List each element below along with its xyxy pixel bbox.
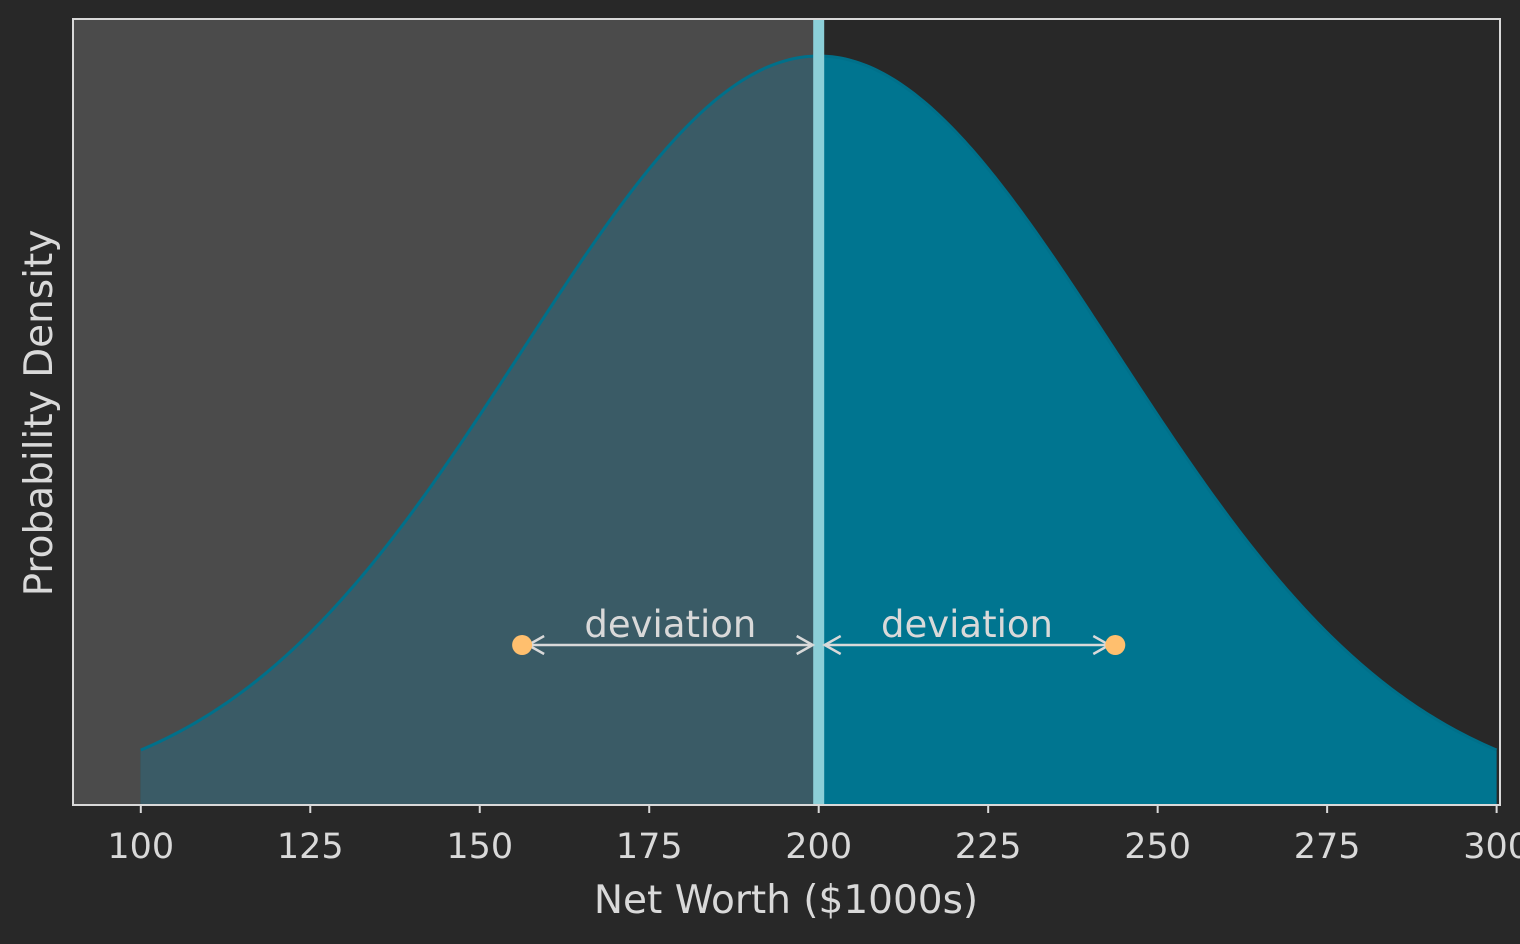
x-tick-label: 200	[785, 827, 852, 867]
x-tick-label: 125	[277, 827, 344, 867]
arrow-head	[822, 634, 842, 656]
std-dev-marker	[512, 635, 533, 655]
x-tick-label: 250	[1124, 827, 1191, 867]
axes-frame	[72, 18, 1501, 806]
x-tick-label: 100	[107, 827, 174, 867]
arrow-head	[796, 634, 816, 656]
deviation-annotation: deviation	[822, 603, 1112, 656]
x-tick-label: 150	[446, 827, 513, 867]
deviation-annotation: deviation	[525, 603, 816, 656]
x-tick-label: 175	[616, 827, 683, 867]
x-axis-label: Net Worth ($1000s)	[594, 878, 978, 923]
y-axis-label: Probability Density	[17, 230, 62, 597]
mean-line	[813, 19, 825, 805]
x-tick-label: 300	[1463, 827, 1520, 867]
x-tick-label: 225	[955, 827, 1022, 867]
density-curve-fill-left	[140, 56, 819, 805]
x-tick-label: 275	[1294, 827, 1361, 867]
std-dev-marker	[1105, 635, 1126, 655]
deviation-label: deviation	[881, 603, 1053, 646]
deviation-label: deviation	[584, 603, 756, 646]
